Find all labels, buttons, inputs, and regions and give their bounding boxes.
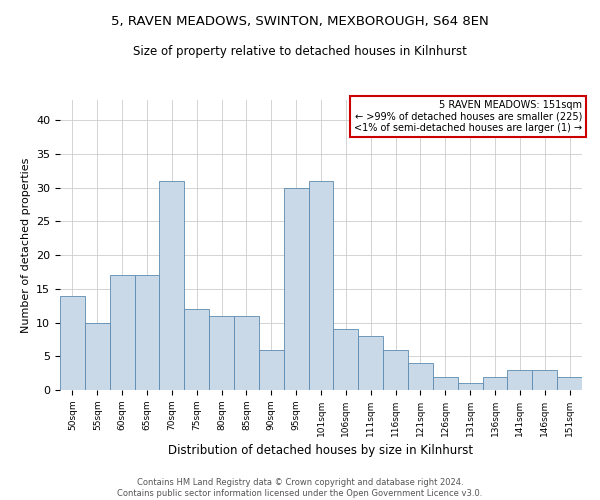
Bar [532, 370, 557, 390]
Bar [259, 350, 284, 390]
Bar [334, 330, 358, 390]
Bar [358, 336, 383, 390]
Y-axis label: Number of detached properties: Number of detached properties [20, 158, 31, 332]
Bar [284, 188, 308, 390]
Bar [160, 181, 184, 390]
Text: Contains HM Land Registry data © Crown copyright and database right 2024.
Contai: Contains HM Land Registry data © Crown c… [118, 478, 482, 498]
Bar [60, 296, 85, 390]
Bar [482, 376, 508, 390]
Bar [209, 316, 234, 390]
Bar [408, 363, 433, 390]
Bar [110, 276, 134, 390]
Text: 5, RAVEN MEADOWS, SWINTON, MEXBOROUGH, S64 8EN: 5, RAVEN MEADOWS, SWINTON, MEXBOROUGH, S… [111, 15, 489, 28]
Bar [458, 384, 482, 390]
Bar [184, 309, 209, 390]
Bar [308, 181, 334, 390]
Text: 5 RAVEN MEADOWS: 151sqm
← >99% of detached houses are smaller (225)
<1% of semi-: 5 RAVEN MEADOWS: 151sqm ← >99% of detach… [354, 100, 582, 133]
Bar [85, 322, 110, 390]
Bar [433, 376, 458, 390]
X-axis label: Distribution of detached houses by size in Kilnhurst: Distribution of detached houses by size … [169, 444, 473, 458]
Bar [557, 376, 582, 390]
Bar [508, 370, 532, 390]
Bar [234, 316, 259, 390]
Bar [383, 350, 408, 390]
Bar [134, 276, 160, 390]
Text: Size of property relative to detached houses in Kilnhurst: Size of property relative to detached ho… [133, 45, 467, 58]
